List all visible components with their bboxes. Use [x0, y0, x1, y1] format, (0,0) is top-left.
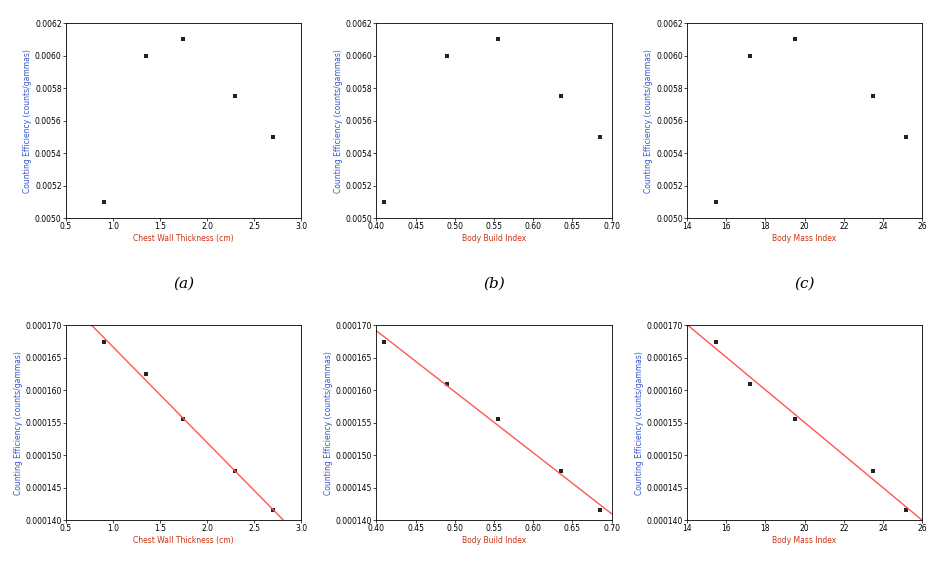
Y-axis label: Counting Efficiency (counts/gammas): Counting Efficiency (counts/gammas) [24, 49, 32, 192]
X-axis label: Body Mass Index: Body Mass Index [773, 536, 837, 545]
Text: (c): (c) [794, 276, 815, 291]
Text: (a): (a) [173, 276, 194, 291]
X-axis label: Body Mass Index: Body Mass Index [773, 234, 837, 243]
Y-axis label: Counting Efficiency (counts/gammas): Counting Efficiency (counts/gammas) [13, 351, 23, 495]
Y-axis label: Counting Efficiency (counts/gammas): Counting Efficiency (counts/gammas) [324, 351, 333, 495]
Y-axis label: Counting Efficiency (counts/gammas): Counting Efficiency (counts/gammas) [334, 49, 343, 192]
Y-axis label: Counting Efficiency (counts/gammas): Counting Efficiency (counts/gammas) [645, 49, 653, 192]
X-axis label: Body Build Index: Body Build Index [462, 536, 526, 545]
X-axis label: Chest Wall Thickness (cm): Chest Wall Thickness (cm) [134, 234, 233, 243]
X-axis label: Body Build Index: Body Build Index [462, 234, 526, 243]
Y-axis label: Counting Efficiency (counts/gammas): Counting Efficiency (counts/gammas) [634, 351, 644, 495]
Text: (b): (b) [483, 276, 505, 291]
X-axis label: Chest Wall Thickness (cm): Chest Wall Thickness (cm) [134, 536, 233, 545]
